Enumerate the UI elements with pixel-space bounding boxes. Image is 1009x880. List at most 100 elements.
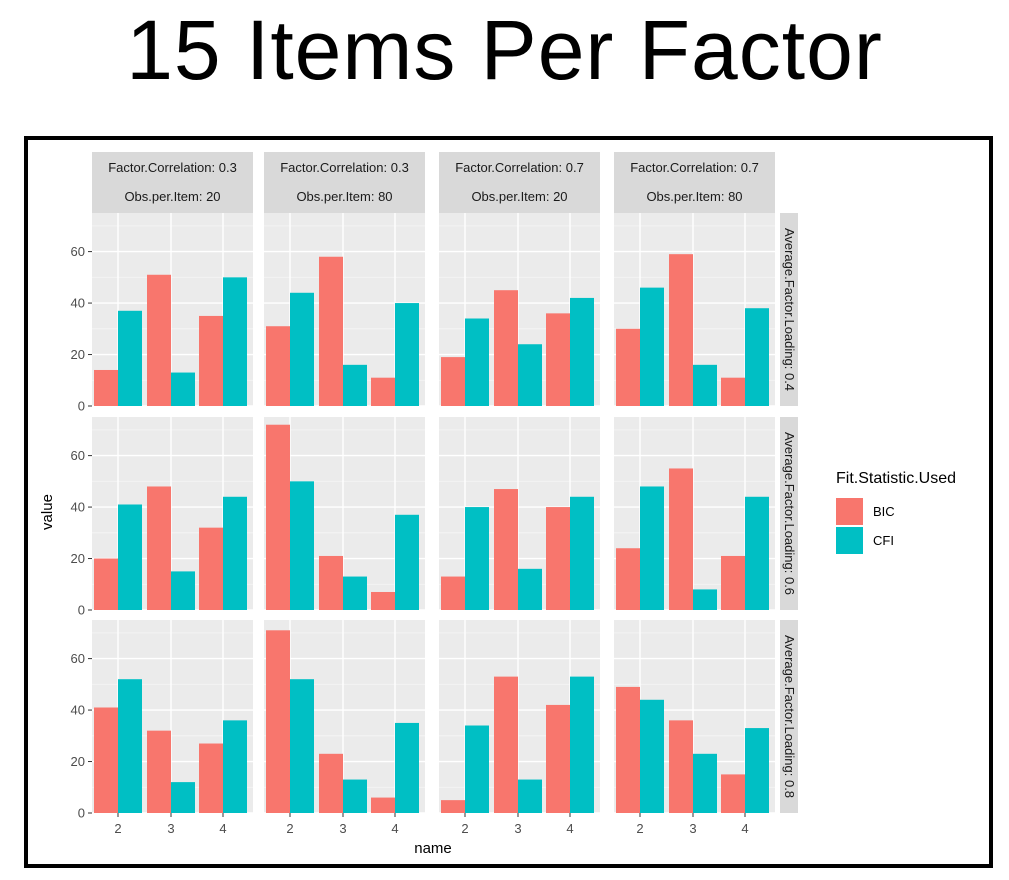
bar-bic — [441, 800, 465, 813]
bar-bic — [616, 686, 640, 813]
bar-cfi — [693, 753, 717, 813]
bar-bic — [441, 357, 465, 406]
y-tick-label: 0 — [78, 603, 85, 618]
row-strip — [780, 417, 798, 610]
bar-bic — [371, 377, 395, 406]
y-tick-label: 40 — [71, 703, 85, 718]
column-strip-label: Obs.per.Item: 20 — [471, 189, 567, 204]
column-strip — [92, 152, 253, 213]
column-strip — [264, 152, 425, 213]
column-strip-label: Obs.per.Item: 20 — [124, 189, 220, 204]
bar-bic — [199, 527, 223, 610]
x-tick-label: 2 — [461, 821, 468, 836]
bar-bic — [199, 743, 223, 813]
bar-cfi — [290, 481, 314, 610]
bar-cfi — [343, 364, 367, 406]
bar-cfi — [465, 318, 489, 406]
x-tick-label: 4 — [391, 821, 398, 836]
bar-bic — [94, 369, 118, 406]
bar-bic — [94, 707, 118, 813]
y-tick-label: 40 — [71, 296, 85, 311]
legend-swatch — [836, 498, 863, 525]
bar-bic — [494, 676, 518, 813]
bar-cfi — [343, 779, 367, 813]
legend-label: CFI — [873, 533, 894, 548]
bar-cfi — [171, 782, 195, 813]
legend-swatch — [836, 527, 863, 554]
column-strip — [614, 152, 775, 213]
bar-bic — [371, 797, 395, 813]
y-tick-label: 20 — [71, 551, 85, 566]
x-tick-label: 4 — [741, 821, 748, 836]
bar-bic — [669, 468, 693, 610]
bar-cfi — [570, 297, 594, 406]
x-tick-label: 3 — [167, 821, 174, 836]
bar-cfi — [223, 720, 247, 813]
bar-cfi — [395, 722, 419, 813]
row-strip-label: Average.Factor.Loading: 0.6 — [782, 432, 797, 595]
bar-bic — [616, 328, 640, 406]
bar-cfi — [171, 571, 195, 610]
bar-cfi — [171, 372, 195, 406]
bar-bic — [441, 576, 465, 610]
faceted-bar-chart: Factor.Correlation: 0.3 Obs.per.Item: 20 F… — [39, 152, 956, 857]
x-tick-label: 2 — [636, 821, 643, 836]
bar-cfi — [640, 486, 664, 610]
bar-cfi — [570, 496, 594, 610]
column-strip — [439, 152, 600, 213]
bar-cfi — [118, 310, 142, 406]
bar-cfi — [465, 725, 489, 813]
bar-cfi — [223, 277, 247, 406]
bar-cfi — [465, 507, 489, 610]
bar-bic — [494, 290, 518, 406]
bar-bic — [494, 489, 518, 610]
bar-cfi — [518, 344, 542, 406]
bar-bic — [94, 558, 118, 610]
page-title: 15 Items Per Factor — [126, 3, 883, 97]
x-tick-label: 2 — [114, 821, 121, 836]
y-tick-label: 20 — [71, 754, 85, 769]
bar-bic — [546, 704, 570, 813]
chart-frame: Factor.Correlation: 0.3 Obs.per.Item: 20 F… — [24, 136, 993, 868]
bar-bic — [371, 591, 395, 610]
column-strip-label: Factor.Correlation: 0.3 — [280, 160, 409, 175]
bar-bic — [319, 555, 343, 610]
bar-cfi — [395, 303, 419, 406]
x-tick-label: 4 — [566, 821, 573, 836]
bar-cfi — [570, 676, 594, 813]
column-strip-label: Obs.per.Item: 80 — [296, 189, 392, 204]
bar-cfi — [343, 576, 367, 610]
y-tick-label: 20 — [71, 347, 85, 362]
column-strip-label: Obs.per.Item: 80 — [646, 189, 742, 204]
bar-cfi — [693, 589, 717, 610]
column-strip-label: Factor.Correlation: 0.7 — [630, 160, 759, 175]
legend-label: BIC — [873, 504, 895, 519]
x-tick-label: 3 — [339, 821, 346, 836]
bar-cfi — [118, 679, 142, 813]
row-strip — [780, 620, 798, 813]
row-strip — [780, 213, 798, 406]
x-tick-label: 3 — [689, 821, 696, 836]
x-tick-label: 2 — [286, 821, 293, 836]
bar-cfi — [518, 779, 542, 813]
legend-title: Fit.Statistic.Used — [836, 470, 956, 487]
bar-cfi — [290, 292, 314, 406]
row-strip-label: Average.Factor.Loading: 0.8 — [782, 635, 797, 798]
bar-bic — [147, 730, 171, 813]
bar-cfi — [693, 364, 717, 406]
y-tick-label: 60 — [71, 651, 85, 666]
bar-cfi — [518, 568, 542, 610]
row-strip-label: Average.Factor.Loading: 0.4 — [782, 228, 797, 391]
y-tick-label: 60 — [71, 244, 85, 259]
column-strip-label: Factor.Correlation: 0.3 — [108, 160, 237, 175]
bar-bic — [147, 486, 171, 610]
bar-cfi — [118, 504, 142, 610]
bar-bic — [721, 774, 745, 813]
bar-cfi — [290, 679, 314, 813]
x-tick-label: 3 — [514, 821, 521, 836]
bar-bic — [546, 507, 570, 610]
bar-bic — [319, 256, 343, 406]
bar-bic — [616, 548, 640, 610]
bar-cfi — [640, 287, 664, 406]
y-tick-label: 40 — [71, 500, 85, 515]
